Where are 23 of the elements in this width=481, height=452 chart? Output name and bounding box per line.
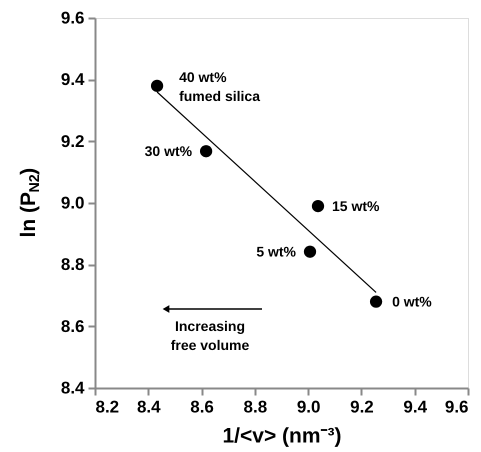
y-axis-title: ln (PN2)	[17, 168, 43, 238]
annotation: 5 wt%	[256, 244, 297, 260]
y-tick-label: 8.8	[60, 255, 84, 274]
x-tick-label: 8.2	[96, 398, 120, 416]
y-tick-label: 9.2	[60, 132, 84, 151]
y-tick-label: 8.4	[60, 378, 86, 398]
x-tick-label: 9.6	[444, 398, 468, 416]
x-tick-label: 8.8	[244, 398, 268, 416]
annotation: 40 wt% fumed silica	[179, 68, 260, 104]
y-tick-label: 9.6	[60, 8, 84, 28]
x-tick-label: 9.2	[350, 398, 374, 416]
x-tick-label: 9.4	[403, 398, 428, 416]
annotation: 30 wt%	[144, 143, 193, 160]
y-tick-label: 9.0	[60, 194, 84, 212]
x-tick-label: 9.0	[296, 398, 320, 416]
x-axis-title: 1/<v> (nm⁻³)	[222, 424, 342, 448]
annotation: Increasing free volume	[170, 318, 250, 353]
y-tick-label: 9.4	[60, 70, 86, 90]
x-tick-label: 8.4	[136, 398, 162, 416]
annotation: 15 wt%	[332, 198, 380, 214]
annotation: 0 wt%	[392, 294, 432, 310]
x-tick-label: 8.6	[190, 398, 214, 416]
y-tick-label: 8.6	[60, 316, 84, 336]
